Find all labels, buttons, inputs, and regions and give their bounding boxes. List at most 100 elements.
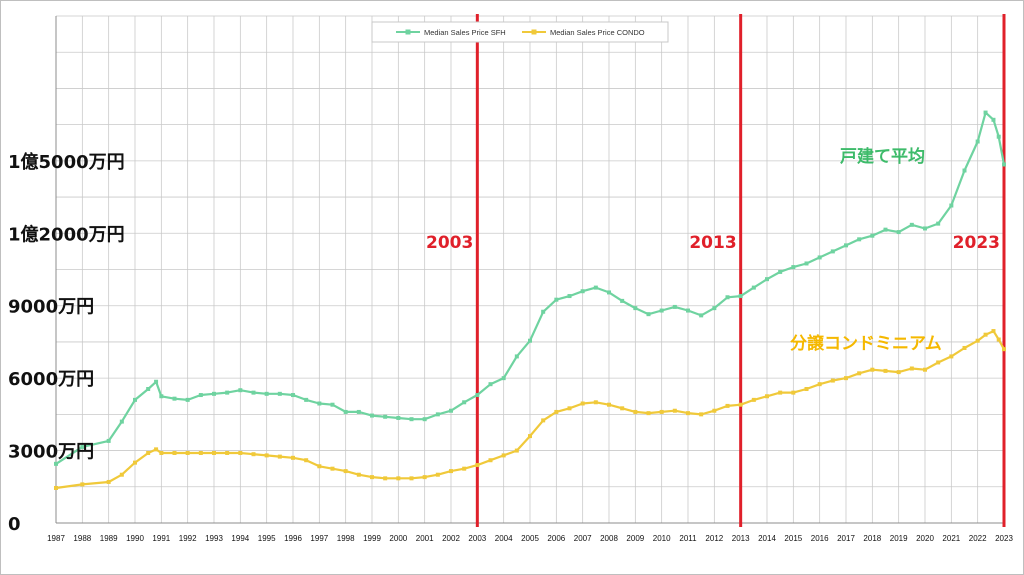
- x-tick-label: 2013: [732, 534, 750, 543]
- sfh-point: [751, 285, 756, 290]
- x-tick-label: 2021: [942, 534, 960, 543]
- year-marker-label: 2023: [953, 233, 1000, 253]
- sfh-point: [54, 461, 58, 466]
- condo-point: [646, 411, 651, 416]
- legend-box: [371, 21, 669, 43]
- sfh-point: [462, 400, 467, 405]
- sfh-point: [185, 397, 190, 402]
- condo-point: [449, 469, 453, 474]
- x-tick-label: 1991: [152, 534, 170, 543]
- condo-point: [738, 402, 743, 407]
- condo-point: [791, 390, 796, 395]
- sfh-point: [1002, 162, 1006, 167]
- y-tick-label: 3000万円: [8, 442, 94, 463]
- sfh-point: [804, 261, 809, 266]
- legend-marker-condo: [531, 29, 537, 35]
- sfh-point: [996, 134, 1001, 139]
- x-tick-label: 1998: [337, 534, 355, 543]
- sfh-point: [991, 117, 996, 122]
- condo-point: [409, 476, 414, 481]
- sfh-point: [817, 255, 822, 260]
- sfh-point: [330, 402, 335, 407]
- sfh-point: [119, 419, 124, 424]
- condo-point: [514, 448, 519, 453]
- sfh-point: [830, 249, 835, 254]
- x-tick-label: 1990: [126, 534, 144, 543]
- sfh-point: [765, 277, 769, 282]
- x-tick-label: 2001: [416, 534, 434, 543]
- sfh-point: [501, 376, 506, 381]
- sfh-point: [646, 312, 651, 317]
- sfh-point: [277, 391, 282, 396]
- sfh-point: [251, 390, 256, 395]
- sfh-point: [154, 379, 159, 384]
- sfh-point: [738, 294, 743, 299]
- condo-point: [830, 378, 835, 383]
- condo-point: [225, 450, 230, 455]
- condo-point: [198, 450, 203, 455]
- sfh-point: [396, 415, 401, 420]
- condo-point: [475, 463, 480, 468]
- condo-point: [804, 387, 809, 392]
- sfh-point: [370, 413, 374, 418]
- x-tick-label: 2012: [705, 534, 723, 543]
- sfh-point: [383, 414, 388, 419]
- year-markers: [475, 14, 1006, 527]
- condo-point: [212, 450, 216, 455]
- sfh-point: [607, 290, 611, 295]
- condo-point: [949, 354, 954, 359]
- condo-point: [422, 475, 427, 480]
- condo-point: [330, 466, 335, 471]
- x-tick-label: 2011: [679, 534, 697, 543]
- y-tick-label: 1億2000万円: [8, 223, 125, 245]
- condo-point: [883, 368, 888, 373]
- sfh-point: [225, 390, 230, 395]
- sfh-point: [291, 393, 295, 398]
- sfh-point: [304, 397, 309, 402]
- condo-point: [119, 472, 124, 477]
- condo-point: [185, 450, 190, 455]
- sfh-point: [870, 233, 875, 238]
- grid-lines: [55, 15, 1005, 524]
- x-tick-label: 2009: [626, 534, 644, 543]
- condo-point: [765, 394, 769, 399]
- y-axis-labels: 0 3000万円 6000万円 9000万円 1億2000万円 1億5000万円: [8, 151, 125, 535]
- sfh-point: [791, 265, 796, 270]
- x-tick-label: 1989: [100, 534, 118, 543]
- condo-series-line: [55, 330, 1005, 490]
- sfh-point: [172, 396, 177, 401]
- condo-point: [975, 338, 980, 343]
- sfh-point: [514, 354, 519, 359]
- condo-point: [528, 434, 532, 439]
- x-tick-label: 2005: [521, 534, 539, 543]
- condo-annotation: 分譲コンドミニアム: [790, 333, 942, 354]
- condo-point: [133, 460, 137, 465]
- legend-label-sfh: Median Sales Price SFH: [424, 28, 506, 37]
- series-layer: [54, 110, 1006, 490]
- sfh-point: [198, 393, 203, 398]
- sfh-point: [686, 308, 690, 313]
- condo-point: [712, 408, 717, 413]
- condo-point: [317, 464, 322, 469]
- x-tick-label: 2015: [784, 534, 802, 543]
- sfh-point: [554, 297, 559, 302]
- sfh-point: [778, 269, 783, 274]
- condo-point: [751, 397, 756, 402]
- condo-point: [870, 367, 875, 372]
- sfh-series-line: [55, 111, 1006, 465]
- condo-point: [725, 403, 730, 408]
- sfh-point: [80, 444, 85, 449]
- condo-point: [580, 401, 585, 406]
- condo-point: [396, 476, 401, 481]
- year-marker-label: 2013: [689, 233, 736, 253]
- x-tick-label: 2006: [547, 534, 565, 543]
- condo-point: [370, 475, 374, 480]
- condo-point: [146, 450, 151, 455]
- condo-point: [672, 408, 677, 413]
- x-tick-label: 2018: [863, 534, 881, 543]
- y-tick-label: 6000万円: [8, 369, 94, 390]
- x-axis-labels: 1987 1988 1989 1990 1991 1992 1993 1994 1995 1996…: [47, 534, 1013, 543]
- condo-point: [159, 450, 164, 455]
- condo-point: [435, 472, 440, 477]
